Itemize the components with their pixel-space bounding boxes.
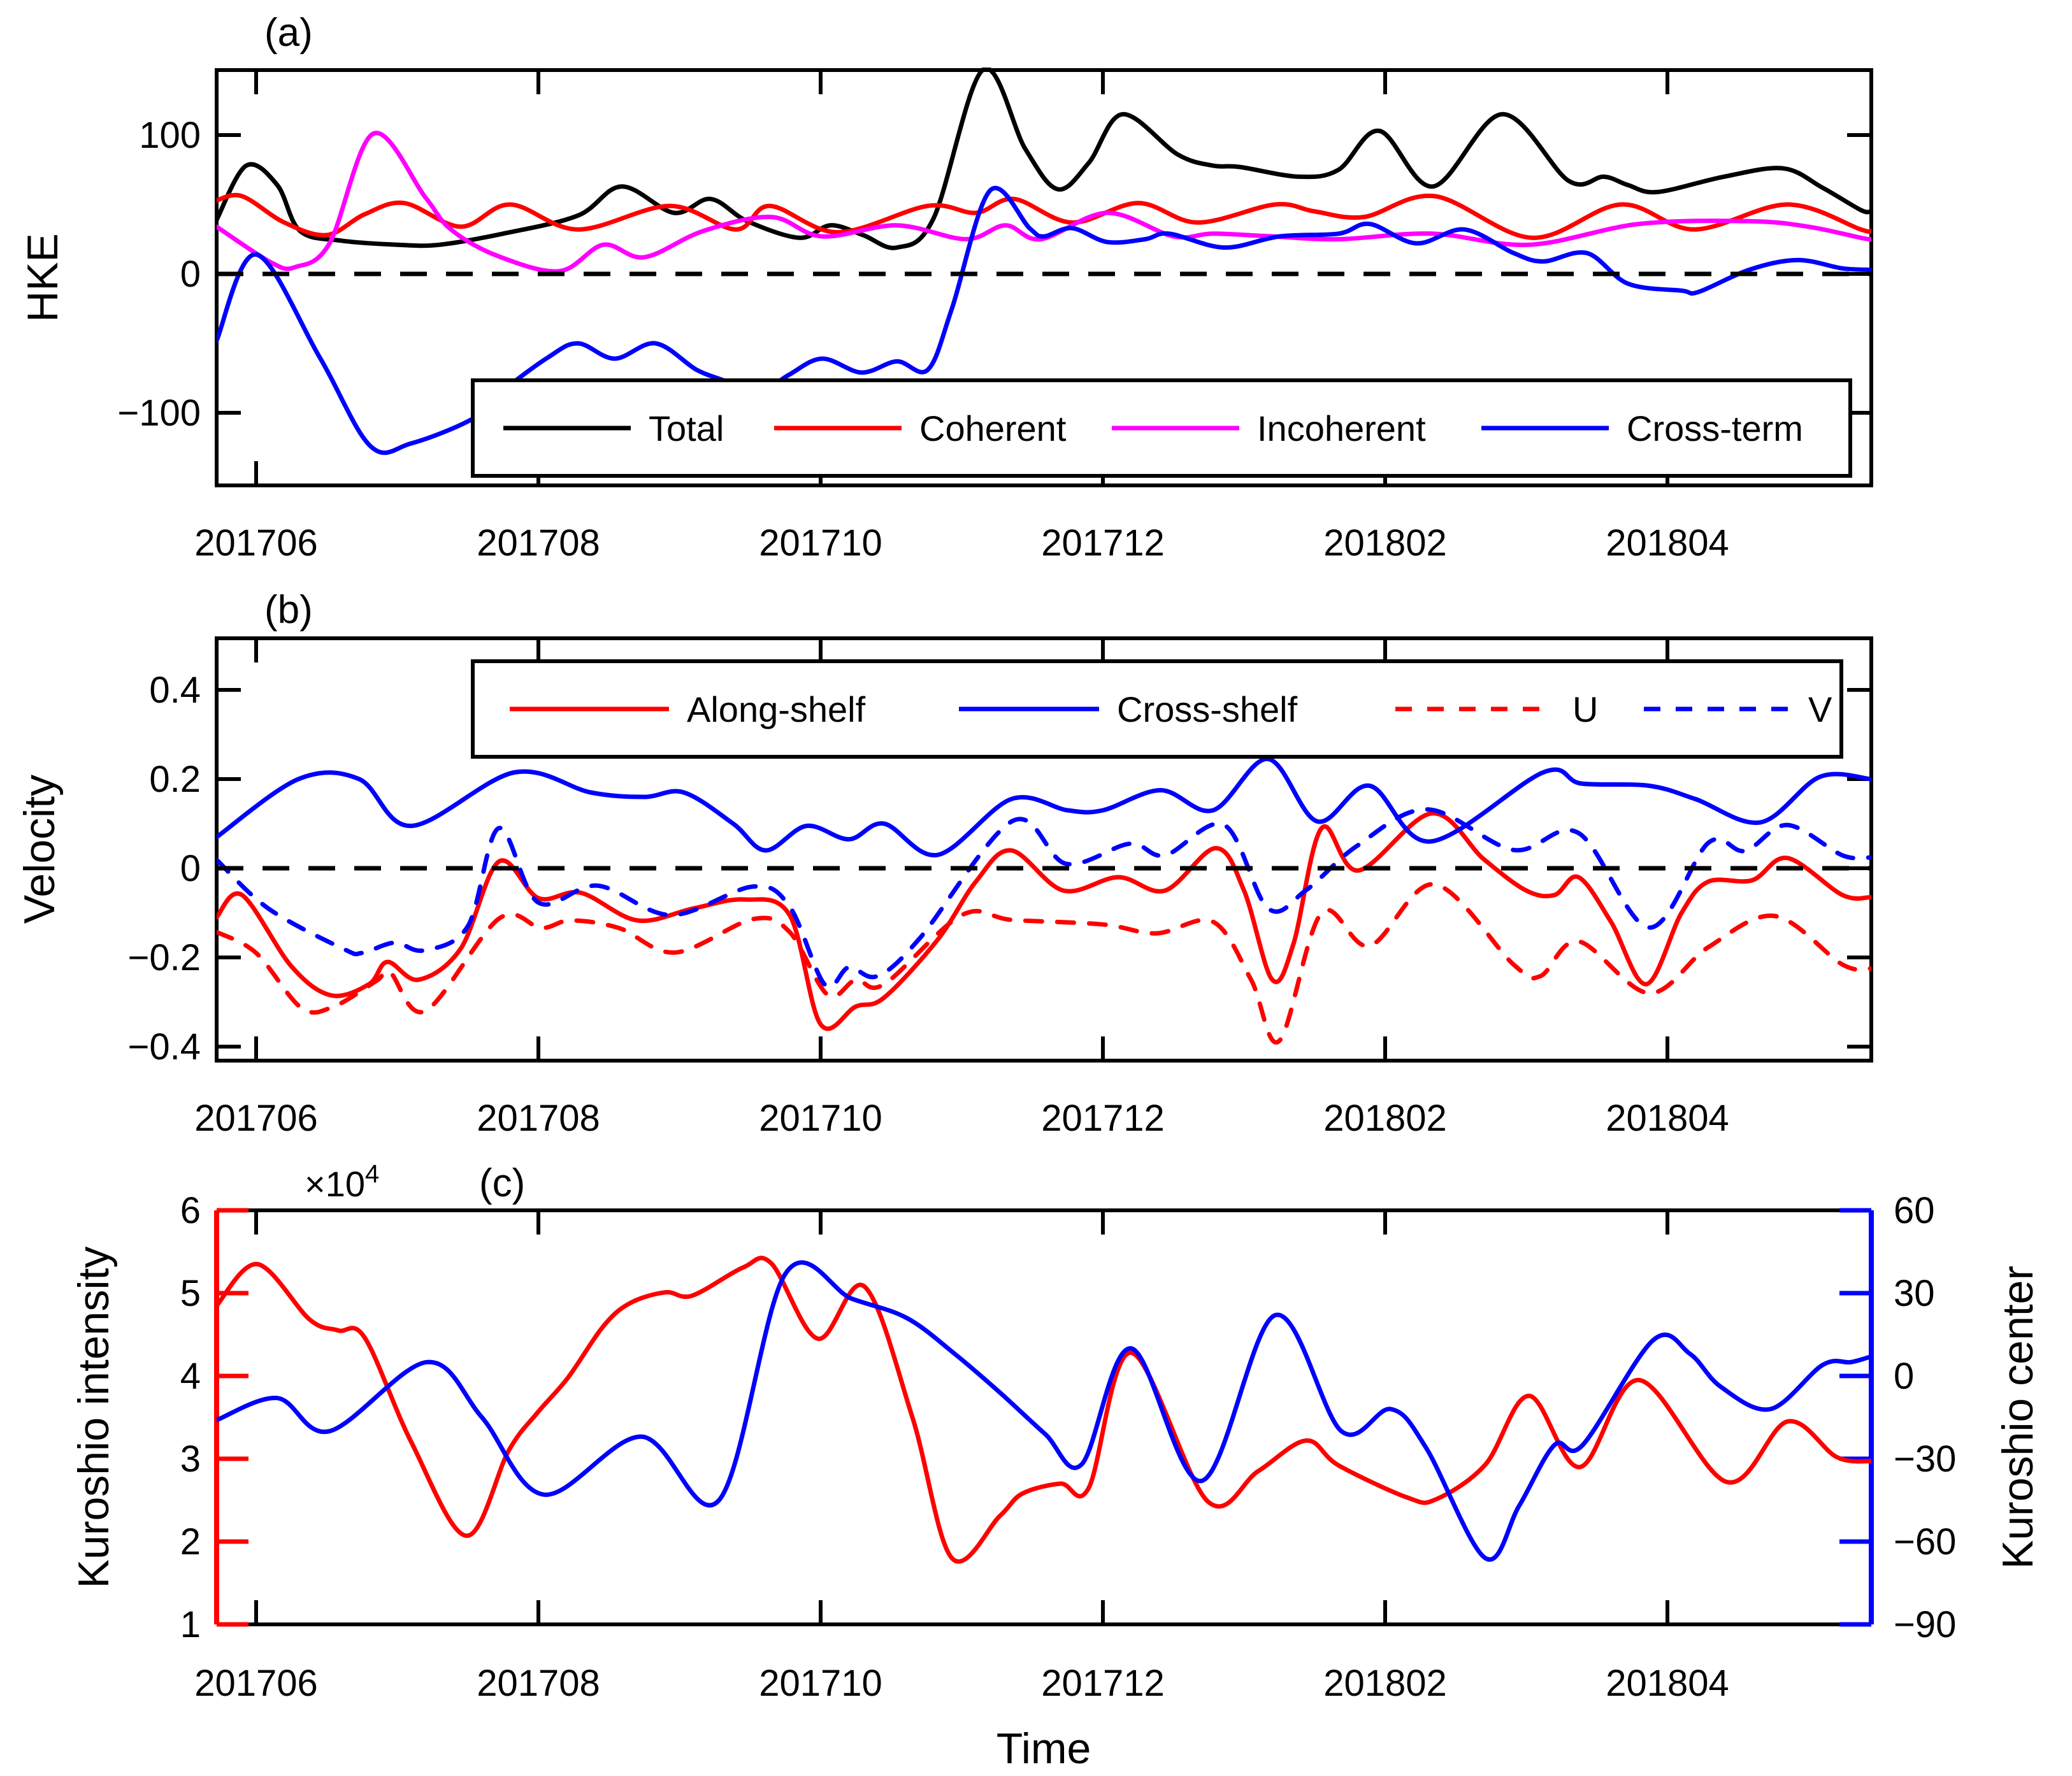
panel-a-xtick-label: 201708 [477, 522, 600, 564]
panel-a-coherent-line [217, 192, 1871, 240]
panel-a-ylabel: HKE [18, 233, 67, 322]
panel-c-left-ytick-label: 3 [180, 1438, 201, 1480]
panel-c-right-ylabel: Kuroshio center [1994, 1266, 2042, 1569]
panel-b-ylabel: Velocity [15, 775, 64, 924]
panel-b-u-line [217, 882, 1871, 1045]
panel-b-xtick-label: 201804 [1606, 1098, 1729, 1139]
panel-b-ytick-label: −0.2 [128, 937, 201, 978]
panel-b-cross-shelf-line [217, 757, 1871, 857]
panel-b-xtick-label: 201708 [477, 1098, 600, 1139]
panel-a-xtick-label: 201710 [759, 522, 882, 564]
panel-c-right-ytick-label: −60 [1894, 1521, 1956, 1563]
panel-c-xtick-label: 201802 [1323, 1663, 1447, 1704]
time-xlabel: Time [996, 1724, 1091, 1773]
panel-c-xtick-label: 201804 [1606, 1663, 1729, 1704]
panel-a-ytick-label: 100 [139, 115, 201, 156]
panel-c-left-ytick-label: 2 [180, 1521, 201, 1563]
panel-a-total-line [217, 68, 1871, 250]
panel-c-right-ytick-label: 60 [1894, 1190, 1935, 1231]
panel-a-ytick-label: 0 [180, 254, 201, 295]
panel-a-legend-label-1: Coherent [919, 408, 1067, 448]
panel-b-title: (b) [264, 588, 313, 632]
panel-c-kuroshio-center-line [217, 1260, 1871, 1562]
panel-c-right-ytick-label: −90 [1894, 1604, 1956, 1645]
panel-c-kuroshio-intensity-line [217, 1256, 1871, 1564]
panel-b-legend-box [471, 659, 1843, 759]
panel-b-v-line [217, 807, 1871, 989]
panel-b-frame [215, 636, 1873, 1063]
panel-a-xtick-label: 201802 [1323, 522, 1447, 564]
panel-b-legend-label-2: U [1572, 689, 1598, 729]
panel-c-left-ytick-label: 5 [180, 1273, 201, 1314]
panel-b-legend-label-1: Cross-shelf [1117, 689, 1298, 729]
panel-a-xtick-label: 201712 [1041, 522, 1165, 564]
panel-b-along-shelf-line [217, 811, 1871, 1031]
panel-c-multiplier: ×104 [305, 1160, 379, 1204]
panel-b-xtick-label: 201710 [759, 1098, 882, 1139]
panel-b-ytick-label: −0.4 [128, 1026, 201, 1068]
panel-c-xtick-label: 201708 [477, 1663, 600, 1704]
panel-a-legend-label-0: Total [649, 408, 724, 448]
panel-c-left-ytick-label: 1 [180, 1604, 201, 1645]
panel-a-ytick-label: −100 [117, 392, 201, 434]
panel-c-left-ylabel: Kuroshio intensity [69, 1247, 118, 1589]
panel-a-legend-label-3: Cross-term [1627, 408, 1803, 448]
panel-c-right-ytick-label: 0 [1894, 1356, 1914, 1397]
panel-a-frame [215, 68, 1873, 487]
panel-b-ytick-label: 0 [180, 848, 201, 889]
panel-b-ytick-label: 0.2 [149, 759, 201, 800]
panel-c-left-ytick-label: 6 [180, 1190, 201, 1231]
panel-b-xtick-label: 201712 [1041, 1098, 1165, 1139]
panel-c-xtick-label: 201710 [759, 1663, 882, 1704]
panel-c-xtick-label: 201706 [194, 1663, 318, 1704]
panel-b-ytick-label: 0.4 [149, 670, 201, 711]
panel-a-xtick-label: 201706 [194, 522, 318, 564]
panel-a-incoherent-line [217, 131, 1871, 274]
panel-a-xtick-label: 201804 [1606, 522, 1729, 564]
panel-a-title: (a) [264, 11, 313, 55]
panel-c-xtick-label: 201712 [1041, 1663, 1165, 1704]
panel-b-legend-label-0: Along-shelf [687, 689, 866, 729]
panel-a-legend-label-2: Incoherent [1257, 408, 1426, 448]
panel-c-left-ytick-label: 4 [180, 1356, 201, 1397]
panel-b-legend-label-3: V [1808, 689, 1832, 729]
panel-c-right-ytick-label: 30 [1894, 1273, 1935, 1314]
panel-b-xtick-label: 201706 [194, 1098, 318, 1139]
panel-c-title: (c) [479, 1161, 525, 1205]
panel-b-xtick-label: 201802 [1323, 1098, 1447, 1139]
panel-c-right-ytick-label: −30 [1894, 1438, 1956, 1480]
